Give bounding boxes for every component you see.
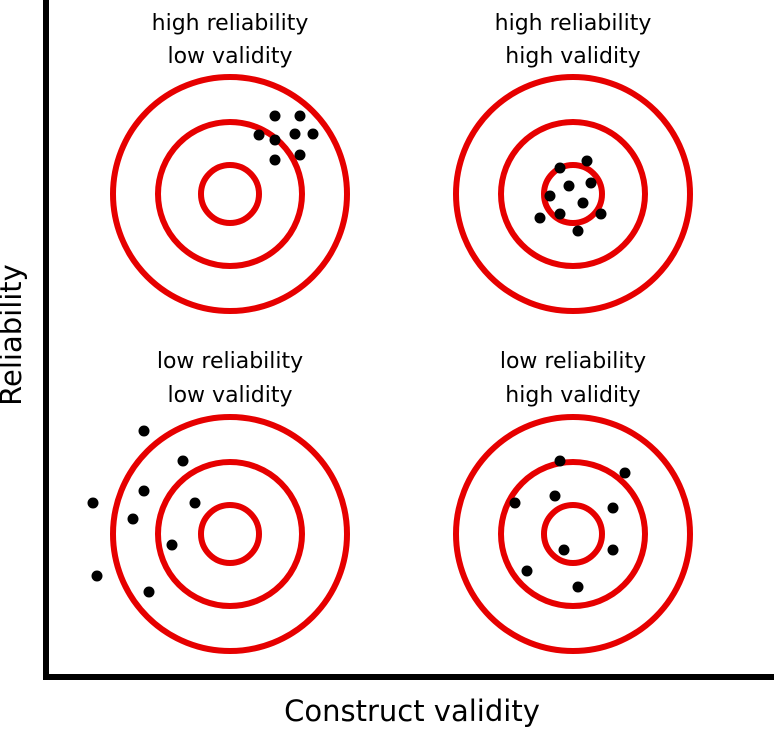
shot-dot [269, 110, 281, 122]
shot-dot [87, 497, 99, 509]
shot-dot [585, 177, 597, 189]
shot-dot [595, 208, 607, 220]
outer-ring [453, 74, 693, 314]
target-low-reliability-high-validity: low reliability high validity [453, 349, 693, 654]
shot-dot [572, 581, 584, 593]
target-label-line1: low reliability [157, 349, 303, 374]
shot-dot [509, 497, 521, 509]
target-label-line2: low validity [167, 383, 292, 408]
y-axis-label: Reliability [0, 264, 28, 406]
bullseye-ring [541, 502, 605, 566]
shot-dot [269, 154, 281, 166]
shot-dot [554, 208, 566, 220]
target-label-line1: high reliability [495, 11, 652, 36]
shot-dot [307, 128, 319, 140]
shot-dot [166, 539, 178, 551]
target-label-line2: high validity [505, 44, 640, 69]
target-label-line1: high reliability [152, 11, 309, 36]
shot-dot [91, 570, 103, 582]
shot-dot [138, 425, 150, 437]
shot-dot [289, 128, 301, 140]
shot-dot [619, 467, 631, 479]
target-high-reliability-low-validity: high reliability low validity [110, 11, 350, 314]
y-axis-line [43, 0, 49, 680]
shot-dot [544, 190, 556, 202]
shot-dot [554, 455, 566, 467]
outer-ring [110, 74, 350, 314]
bullseye-ring [541, 162, 605, 226]
shot-dot [138, 485, 150, 497]
shot-dot [143, 586, 155, 598]
target-label-line2: high validity [505, 383, 640, 408]
bullseye-ring [198, 162, 262, 226]
outer-ring [110, 414, 350, 654]
shot-dot [558, 544, 570, 556]
target-label-line2: low validity [167, 44, 292, 69]
middle-ring [498, 119, 648, 269]
shot-dot [563, 180, 575, 192]
shot-dot [607, 502, 619, 514]
shot-dot [554, 162, 566, 174]
target-low-reliability-low-validity: low reliability low validity [87, 349, 350, 654]
shot-dot [269, 134, 281, 146]
shot-dot [534, 212, 546, 224]
shot-dot [127, 513, 139, 525]
shot-dot [572, 225, 584, 237]
shot-dot [294, 110, 306, 122]
shot-dot [577, 197, 589, 209]
x-axis-label: Construct validity [284, 694, 540, 728]
middle-ring [498, 459, 648, 609]
shot-dot [177, 455, 189, 467]
target-label-line1: low reliability [500, 349, 646, 374]
shot-dot [607, 544, 619, 556]
shot-dot [294, 149, 306, 161]
x-axis-line [43, 674, 774, 680]
target-high-reliability-high-validity: high reliability high validity [453, 11, 693, 314]
shot-dot [581, 155, 593, 167]
shot-dot [521, 565, 533, 577]
middle-ring [155, 119, 305, 269]
shot-dot [253, 129, 265, 141]
shot-dot [189, 497, 201, 509]
outer-ring [453, 414, 693, 654]
bullseye-ring [198, 502, 262, 566]
shot-dot [549, 490, 561, 502]
middle-ring [155, 459, 305, 609]
